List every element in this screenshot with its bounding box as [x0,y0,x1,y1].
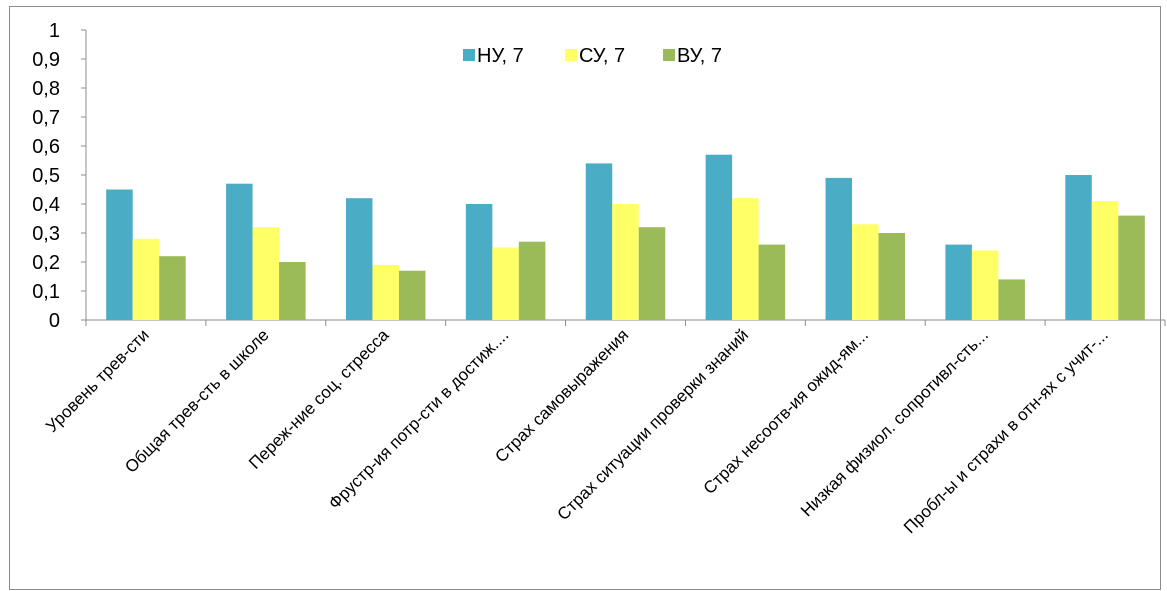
bar [998,279,1025,320]
bar [518,241,546,320]
y-tick-label: 0,8 [32,78,60,100]
bar [398,270,426,320]
bar [159,256,186,320]
bar [878,233,906,320]
bar [971,250,999,320]
category-label: Уровень трев-сти [42,325,153,436]
chart-legend: НУ, 7 СУ, 7 ВУ, 7 [463,45,722,67]
y-tick-label: 0 [49,310,60,332]
chart-bars [106,154,1145,320]
bar [612,204,639,320]
bar [106,189,133,320]
bar [252,227,280,320]
legend-swatch [463,49,475,61]
y-tick-label: 1 [49,20,60,42]
category-label: Страх ситуации проверки знаний [554,325,753,524]
y-tick-label: 0,6 [32,136,60,158]
bar [345,198,373,320]
y-tick-label: 0,7 [32,107,60,129]
y-tick-label: 0,3 [32,223,60,245]
bar [372,264,399,320]
category-label: Низкая физиол. сопротивл-сть... [797,325,992,520]
bar [758,244,786,320]
legend-label: ВУ, 7 [677,45,722,67]
legend-label: НУ, 7 [477,45,524,67]
bar [585,163,613,320]
bar [132,238,160,320]
category-label: Переж-ние соц. стресса [245,325,393,473]
bar [945,244,972,320]
legend-swatch [565,49,577,61]
y-tick-label: 0,2 [32,252,60,274]
bar [1091,201,1119,320]
legend-swatch [663,49,675,61]
legend-label: СУ, 7 [579,45,625,67]
y-tick-label: 0,1 [32,281,60,303]
bar [1118,215,1145,320]
bar [852,224,879,320]
y-tick-label: 0,9 [32,49,60,71]
bar [465,204,493,320]
bar [226,183,253,320]
bar [1065,175,1092,320]
category-label: Пробл-ы и страхи в отн-ях с учит-... [900,325,1112,537]
bar [732,198,759,320]
bar [492,247,519,320]
y-tick-label: 0,5 [32,165,60,187]
bar [638,227,666,320]
category-label: Страх самовыражения [491,325,632,466]
bar [825,177,853,320]
y-tick-label: 0,4 [32,194,60,216]
bar [705,154,733,320]
bar [279,262,306,320]
